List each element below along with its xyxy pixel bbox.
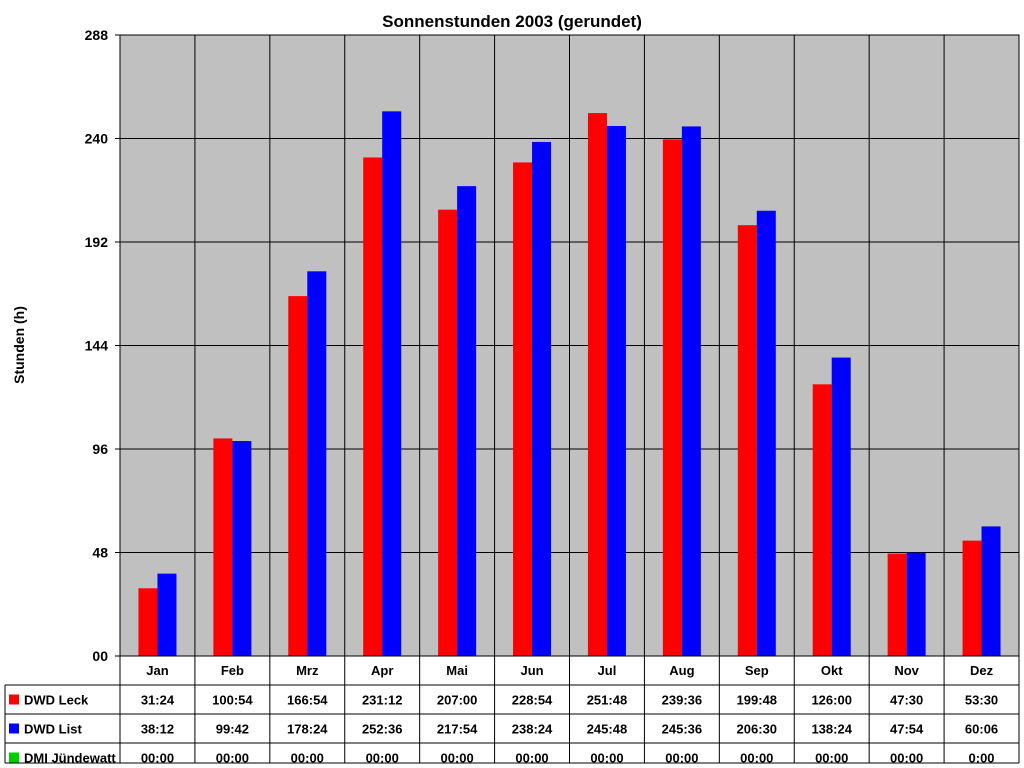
bar-dwd-leck (438, 209, 458, 656)
bar-dwd-list (157, 573, 177, 656)
data-label: 100:54 (212, 693, 253, 708)
y-tick-label: 00 (92, 648, 108, 664)
data-label: 47:30 (890, 693, 923, 708)
legend-key (9, 694, 19, 705)
legend-label: DWD Leck (24, 693, 89, 708)
y-tick-label: 288 (85, 27, 109, 43)
data-label: 00:00 (291, 751, 324, 766)
data-label: 239:36 (662, 693, 702, 708)
data-label: 166:54 (287, 693, 328, 708)
x-tick-label: Feb (221, 663, 244, 678)
data-label: 231:12 (362, 693, 402, 708)
data-label: 0:00 (969, 751, 995, 766)
data-label: 00:00 (441, 751, 474, 766)
data-label: 228:54 (512, 693, 553, 708)
data-label: 00:00 (515, 751, 548, 766)
bar-dwd-leck (662, 139, 682, 657)
legend-label: DMI Jündewatt (24, 751, 116, 766)
x-tick-label: Jun (520, 663, 543, 678)
x-tick-label: Aug (669, 663, 694, 678)
data-label: 60:06 (965, 722, 998, 737)
data-label: 00:00 (366, 751, 399, 766)
data-label: 00:00 (890, 751, 923, 766)
y-tick-label: 48 (92, 545, 108, 561)
data-label: 00:00 (740, 751, 773, 766)
plot-area: 00 48 96 144 192 240 288 (85, 27, 1020, 664)
data-label: 47:54 (890, 722, 924, 737)
bar-dwd-leck (737, 225, 757, 656)
bar-dwd-list (382, 111, 402, 657)
x-tick-label: Jul (598, 663, 617, 678)
data-label: 207:00 (437, 693, 477, 708)
x-tick-label: Dez (970, 663, 994, 678)
bar-dwd-list (681, 126, 701, 657)
bar-dwd-list (606, 125, 626, 656)
data-label: 00:00 (141, 751, 174, 766)
data-label: 206:30 (737, 722, 777, 737)
data-label: 126:00 (811, 693, 851, 708)
bar-dwd-leck (513, 162, 533, 656)
bar-dwd-list (307, 271, 327, 656)
data-label: 178:24 (287, 722, 328, 737)
y-tick-label: 240 (85, 131, 109, 147)
x-tick-label: Okt (821, 663, 843, 678)
legend-key (9, 723, 19, 734)
bar-dwd-leck (887, 553, 907, 656)
bar-dwd-leck (138, 588, 158, 656)
x-tick-label: Jan (146, 663, 168, 678)
data-label: 238:24 (512, 722, 553, 737)
bar-dwd-list (981, 526, 1001, 656)
data-label: 00:00 (665, 751, 698, 766)
bar-dwd-list (906, 552, 926, 656)
chart-title: Sonnenstunden 2003 (gerundet) (382, 12, 642, 31)
y-tick-label: 144 (85, 338, 109, 354)
data-table: Jan Feb Mrz Apr Mai Jun Jul Aug Sep Okt Nov Dez DWD … (4, 655, 1020, 766)
bar-dwd-leck (363, 157, 383, 656)
y-tick-label: 96 (92, 441, 108, 457)
legend-label: DWD List (24, 722, 82, 737)
data-label: 217:54 (437, 722, 478, 737)
x-tick-label: Mrz (296, 663, 319, 678)
bar-dwd-leck (288, 296, 308, 656)
data-label: 99:42 (216, 722, 249, 737)
x-tick-label: Nov (894, 663, 919, 678)
data-label: 245:36 (662, 722, 702, 737)
bar-dwd-leck (587, 113, 607, 656)
x-tick-label: Mai (446, 663, 468, 678)
y-tick-label: 192 (85, 234, 109, 250)
data-label: 138:24 (811, 722, 852, 737)
data-label: 53:30 (965, 693, 998, 708)
data-label: 245:48 (587, 722, 627, 737)
data-label: 31:24 (141, 693, 175, 708)
data-label: 252:36 (362, 722, 402, 737)
data-label: 38:12 (141, 722, 174, 737)
bar-dwd-list (232, 441, 252, 656)
data-label: 00:00 (815, 751, 848, 766)
bar-dwd-list (756, 210, 776, 656)
data-label: 199:48 (737, 693, 777, 708)
bar-dwd-list (831, 357, 851, 656)
x-tick-label: Sep (745, 663, 769, 678)
bar-dwd-list (532, 141, 552, 656)
data-label: 00:00 (590, 751, 623, 766)
bar-dwd-leck (962, 540, 982, 656)
legend-key (9, 752, 19, 763)
bar-dwd-list (457, 186, 477, 656)
data-label: 00:00 (216, 751, 249, 766)
x-tick-label: Apr (371, 663, 393, 678)
data-label: 251:48 (587, 693, 627, 708)
bar-dwd-leck (812, 384, 832, 656)
bar-dwd-leck (213, 438, 233, 656)
y-axis-label: Stunden (h) (11, 306, 27, 384)
